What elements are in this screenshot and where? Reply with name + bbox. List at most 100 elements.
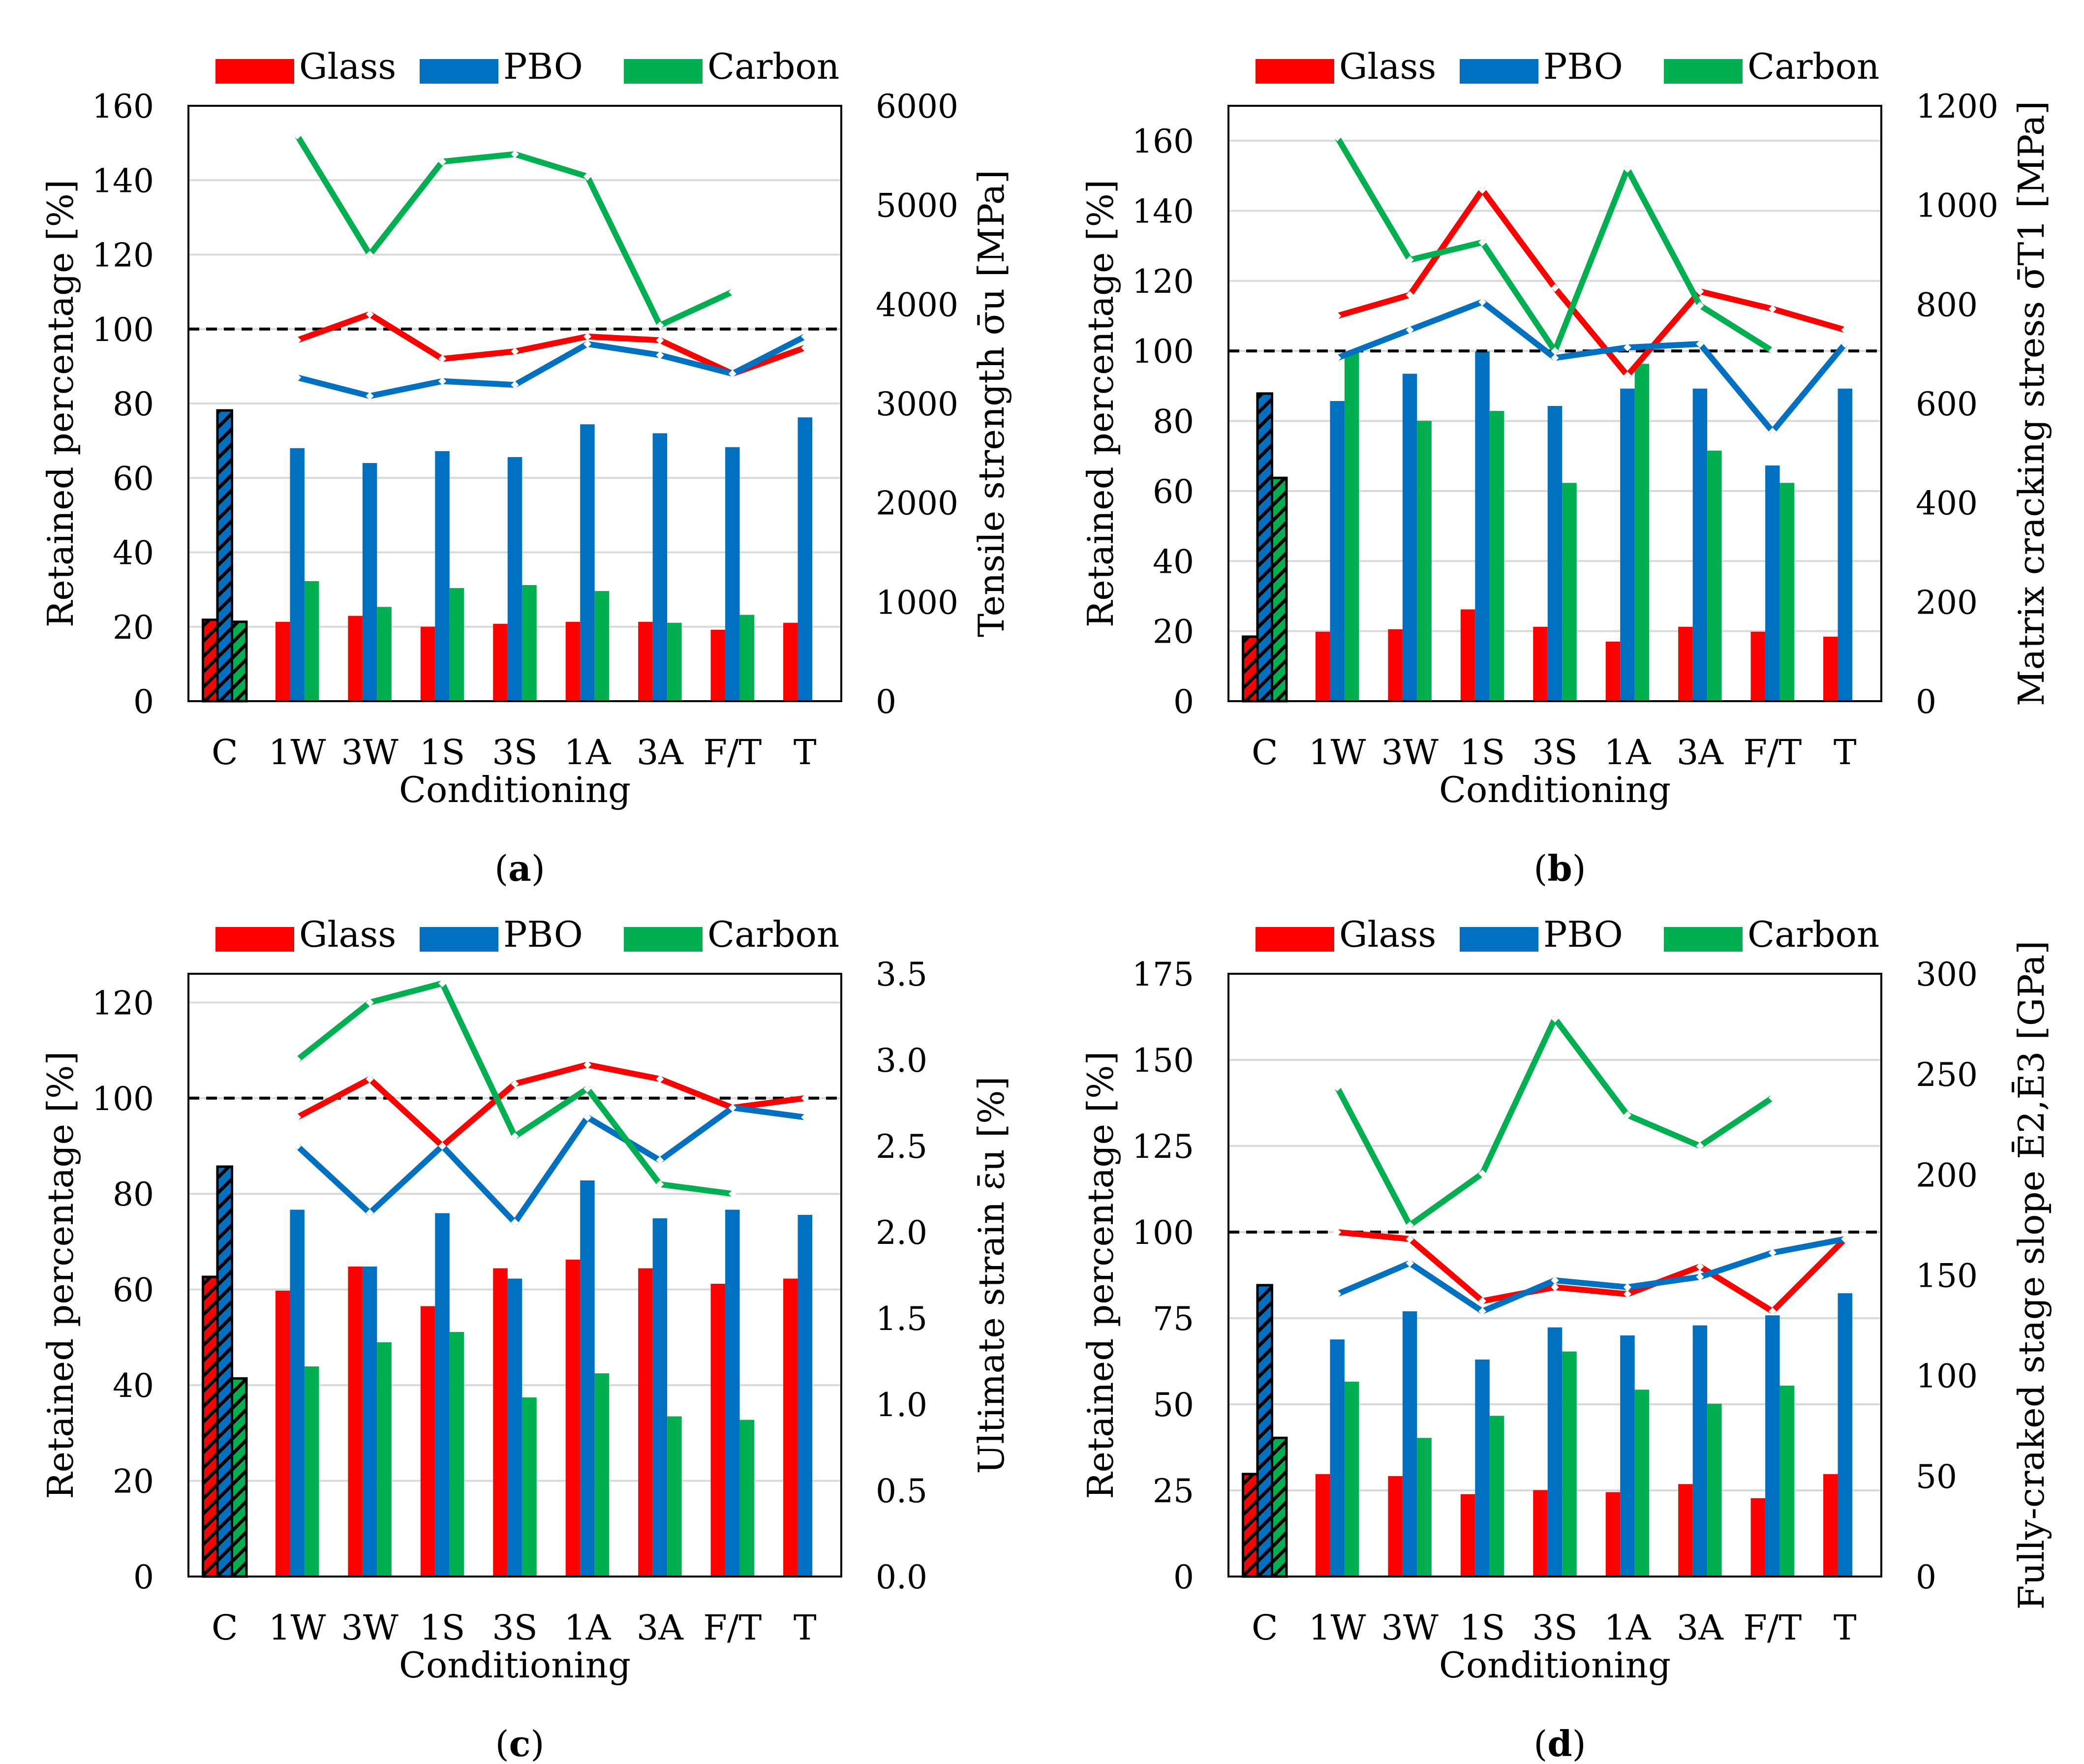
right-tick-label: 0 <box>1916 683 1936 721</box>
x-tick-label: 1W <box>1309 1608 1366 1648</box>
bar-glass-1S <box>420 626 435 701</box>
point-pbo-T <box>801 1113 809 1121</box>
point-glass-1W <box>293 336 302 344</box>
bar-pbo-3A <box>1692 388 1708 701</box>
x-tick-label: 3A <box>637 732 684 773</box>
point-pbo-3A <box>1696 1273 1704 1281</box>
bar-carbon-3A <box>1707 1403 1722 1577</box>
point-glass-3S <box>511 1080 519 1088</box>
bar-pbo-1W <box>1330 401 1345 701</box>
point-carbon-1A <box>583 172 591 181</box>
left-axis-label: Retained percentage [%] <box>1080 180 1121 627</box>
point-carbon-1A <box>583 1084 591 1093</box>
bar-pbo-1A <box>1620 388 1635 701</box>
line-glass <box>1336 186 1846 379</box>
legend-glass-label: Glass <box>1339 46 1436 87</box>
right-tick-label: 2.0 <box>876 1214 927 1252</box>
point-pbo-F/T <box>1768 1249 1777 1257</box>
point-glass-3S <box>1551 1283 1559 1291</box>
right-tick-label: 2.5 <box>876 1128 927 1166</box>
bar-pbo-F/T <box>1765 465 1780 701</box>
bar-glass-1A <box>1605 642 1621 701</box>
point-carbon-3A <box>1696 301 1704 309</box>
point-glass-3A <box>1696 287 1704 296</box>
point-glass-F/T <box>1768 1307 1777 1315</box>
bar-carbon-3A <box>1707 450 1722 701</box>
bar-carbon-1W <box>1344 1381 1359 1577</box>
bar-carbon-1A <box>594 1373 610 1577</box>
left-tick-label: 80 <box>113 1176 154 1213</box>
point-carbon-F/T <box>728 1190 736 1198</box>
legend-carbon-label: Carbon <box>707 46 839 87</box>
bar-carbon-3W <box>377 1342 392 1577</box>
legend-pbo-label: PBO <box>503 46 583 87</box>
bar-carbon-1A <box>1634 364 1650 701</box>
right-axis-label: Ultimate strain ε̄u [%] <box>971 1077 1012 1474</box>
bar-pbo-C <box>216 1165 233 1578</box>
right-tick-label: 800 <box>1916 286 1978 324</box>
x-axis-ticks: C 1W 3W 1S 3S 1A 3A F/T T <box>1252 1608 1857 1648</box>
left-tick-label: 100 <box>92 1080 154 1118</box>
legend-carbon-swatch <box>1664 927 1743 952</box>
right-tick-label: 3.0 <box>876 1042 927 1080</box>
bar-carbon-F/T <box>739 1420 755 1577</box>
point-glass-1A <box>583 332 591 340</box>
bar-carbon-3S <box>1562 1351 1577 1577</box>
bar-glass-1W <box>1315 1474 1330 1577</box>
bar-glass-3W <box>348 616 363 701</box>
right-axis-label: Tensile strength σ̄u [MPa] <box>971 170 1012 637</box>
bar-pbo-3W <box>1402 373 1417 701</box>
point-pbo-3W <box>1406 326 1414 334</box>
left-tick-label: 100 <box>1132 333 1194 371</box>
bar-glass-3W <box>1388 629 1403 701</box>
bar-glass-1S <box>420 1306 435 1577</box>
point-glass-1A <box>583 1060 591 1069</box>
left-tick-label: 20 <box>113 609 154 647</box>
point-carbon-3S <box>511 1132 519 1141</box>
point-pbo-1W <box>1333 354 1342 362</box>
right-axis-label: Matrix cracking stress σ̄T1 [MPa] <box>2011 101 2052 706</box>
bar-pbo-3A <box>652 1218 668 1577</box>
legend-glass-label: Glass <box>1339 914 1436 955</box>
point-carbon-1A <box>1623 165 1631 173</box>
x-tick-label: C <box>212 732 238 773</box>
point-carbon-3S <box>1551 347 1559 355</box>
bar-glass-C <box>201 619 219 703</box>
x-tick-label: 3S <box>1532 732 1578 773</box>
bar-pbo-1W <box>1330 1339 1345 1577</box>
right-tick-label: 200 <box>1916 584 1978 621</box>
point-carbon-1W <box>1333 133 1342 142</box>
line-carbon <box>295 134 734 329</box>
left-tick-label: 100 <box>92 311 154 349</box>
legend-pbo-swatch <box>1460 59 1538 84</box>
plot-frame <box>1227 973 1882 1578</box>
left-axis-label: Retained percentage [%] <box>40 1051 81 1499</box>
point-carbon-1W <box>1333 1083 1342 1091</box>
right-tick-label: 4000 <box>876 286 958 324</box>
point-glass-3W <box>366 1075 374 1083</box>
bar-pbo-1A <box>580 1180 595 1577</box>
point-pbo-1S <box>1478 1307 1487 1315</box>
bar-carbon-3S <box>522 1397 537 1577</box>
bar-pbo-1S <box>1475 351 1490 701</box>
point-pbo-1W <box>1333 1290 1342 1298</box>
x-tick-label: 3W <box>1381 732 1439 773</box>
bar-glass-F/T <box>1750 1498 1766 1577</box>
x-tick-label: 3S <box>1532 1608 1578 1648</box>
bar-carbon-1A <box>1634 1390 1650 1577</box>
x-tick-label: 1A <box>1604 732 1652 773</box>
bar-glass-T <box>783 622 798 701</box>
right-tick-label: 0 <box>876 683 896 721</box>
legend-glass-label: Glass <box>299 914 396 955</box>
left-tick-label: 40 <box>1153 543 1194 581</box>
right-tick-label: 300 <box>1916 956 1978 993</box>
bar-glass-3W <box>1388 1476 1403 1577</box>
bar-pbo-T <box>797 1215 813 1577</box>
right-axis-ticks: 0.0 0.5 1.0 1.5 2.0 2.5 3.0 3.5 <box>876 956 927 1596</box>
x-tick-label: 1A <box>564 732 612 773</box>
line-pbo <box>1336 299 1847 434</box>
point-carbon-F/T <box>1768 347 1777 355</box>
bar-glass-3A <box>638 1268 653 1577</box>
x-tick-label: 3W <box>1381 1608 1439 1648</box>
left-tick-label: 40 <box>113 534 154 572</box>
